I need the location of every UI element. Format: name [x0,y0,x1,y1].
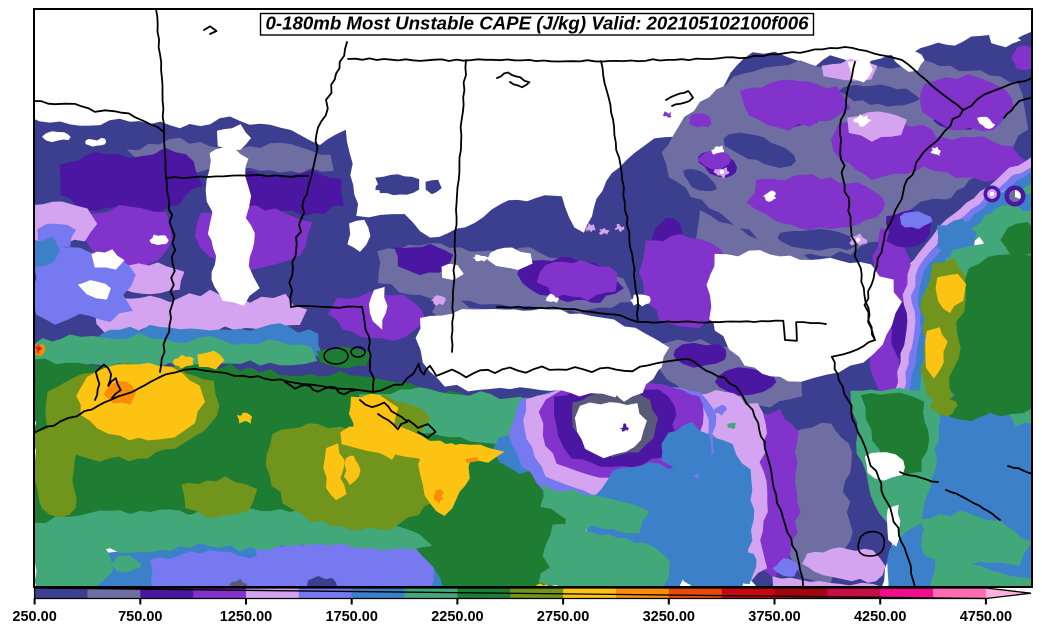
svg-text:2750.00: 2750.00 [537,609,589,625]
svg-text:750.00: 750.00 [118,609,162,625]
svg-text:1250.00: 1250.00 [220,609,272,625]
svg-text:2250.00: 2250.00 [431,609,483,625]
svg-text:0-180mb Most Unstable CAPE (J/: 0-180mb Most Unstable CAPE (J/kg) Valid:… [266,13,810,34]
svg-text:3750.00: 3750.00 [748,609,800,625]
svg-text:3250.00: 3250.00 [643,609,695,625]
svg-text:4250.00: 4250.00 [854,609,906,625]
svg-text:1750.00: 1750.00 [325,609,377,625]
svg-text:250.00: 250.00 [12,609,56,625]
svg-text:4750.00: 4750.00 [960,609,1012,625]
